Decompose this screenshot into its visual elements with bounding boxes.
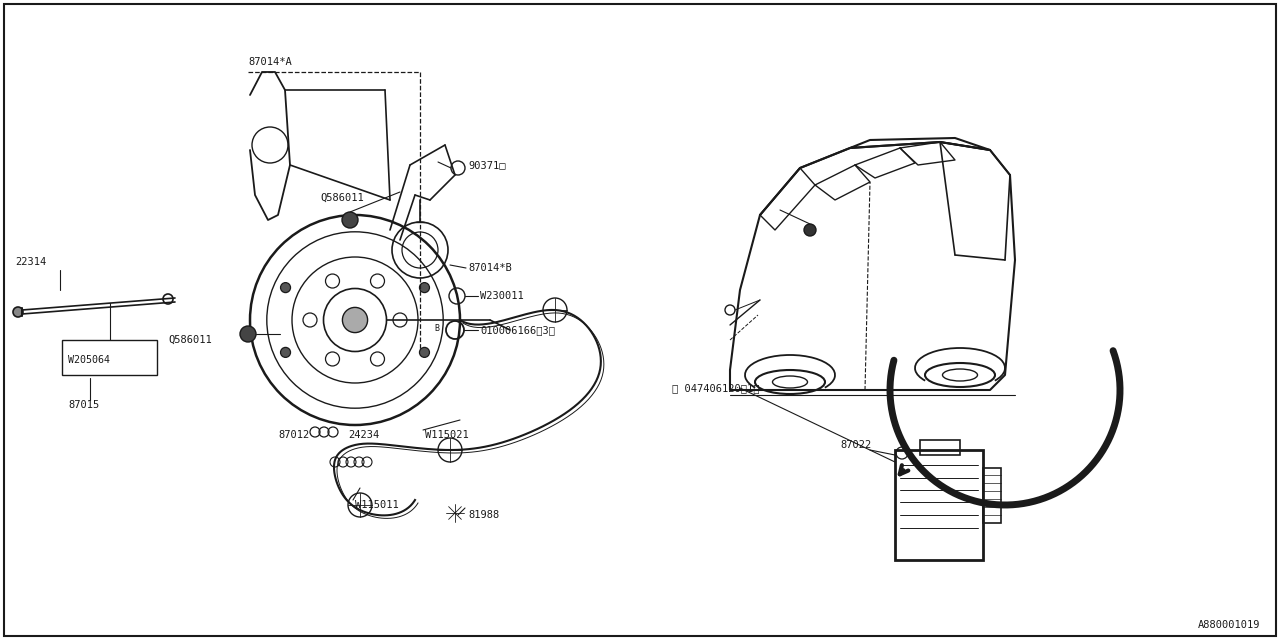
- Circle shape: [241, 326, 256, 342]
- Text: 81988: 81988: [468, 510, 499, 520]
- Text: 010006166（3）: 010006166（3）: [480, 325, 556, 335]
- Circle shape: [804, 224, 817, 236]
- Bar: [920, 440, 960, 455]
- Text: A880001019: A880001019: [1198, 620, 1260, 630]
- Text: W115011: W115011: [355, 500, 399, 510]
- Text: W115021: W115021: [425, 430, 468, 440]
- Text: 87012: 87012: [278, 430, 310, 440]
- Bar: [983, 468, 1001, 523]
- Text: Ⓜ 047406120（1）: Ⓜ 047406120（1）: [672, 383, 759, 393]
- Text: 87022: 87022: [840, 440, 872, 450]
- Circle shape: [343, 307, 367, 333]
- Text: B: B: [434, 323, 439, 333]
- Circle shape: [420, 348, 430, 357]
- Text: Q586011: Q586011: [320, 193, 364, 203]
- Circle shape: [342, 212, 358, 228]
- Text: 87015: 87015: [68, 400, 100, 410]
- Text: 22314: 22314: [15, 257, 46, 267]
- Text: 87014*A: 87014*A: [248, 57, 292, 67]
- Text: 90371□: 90371□: [468, 160, 506, 170]
- Circle shape: [280, 348, 291, 357]
- Text: W205064: W205064: [68, 355, 110, 365]
- Circle shape: [280, 283, 291, 292]
- Bar: [61, 340, 157, 375]
- Bar: [895, 450, 983, 560]
- Text: 24234: 24234: [348, 430, 379, 440]
- Circle shape: [13, 307, 23, 317]
- Circle shape: [420, 283, 430, 292]
- Text: 87014*B: 87014*B: [468, 263, 512, 273]
- Text: Q586011: Q586011: [168, 335, 211, 345]
- Text: W230011: W230011: [480, 291, 524, 301]
